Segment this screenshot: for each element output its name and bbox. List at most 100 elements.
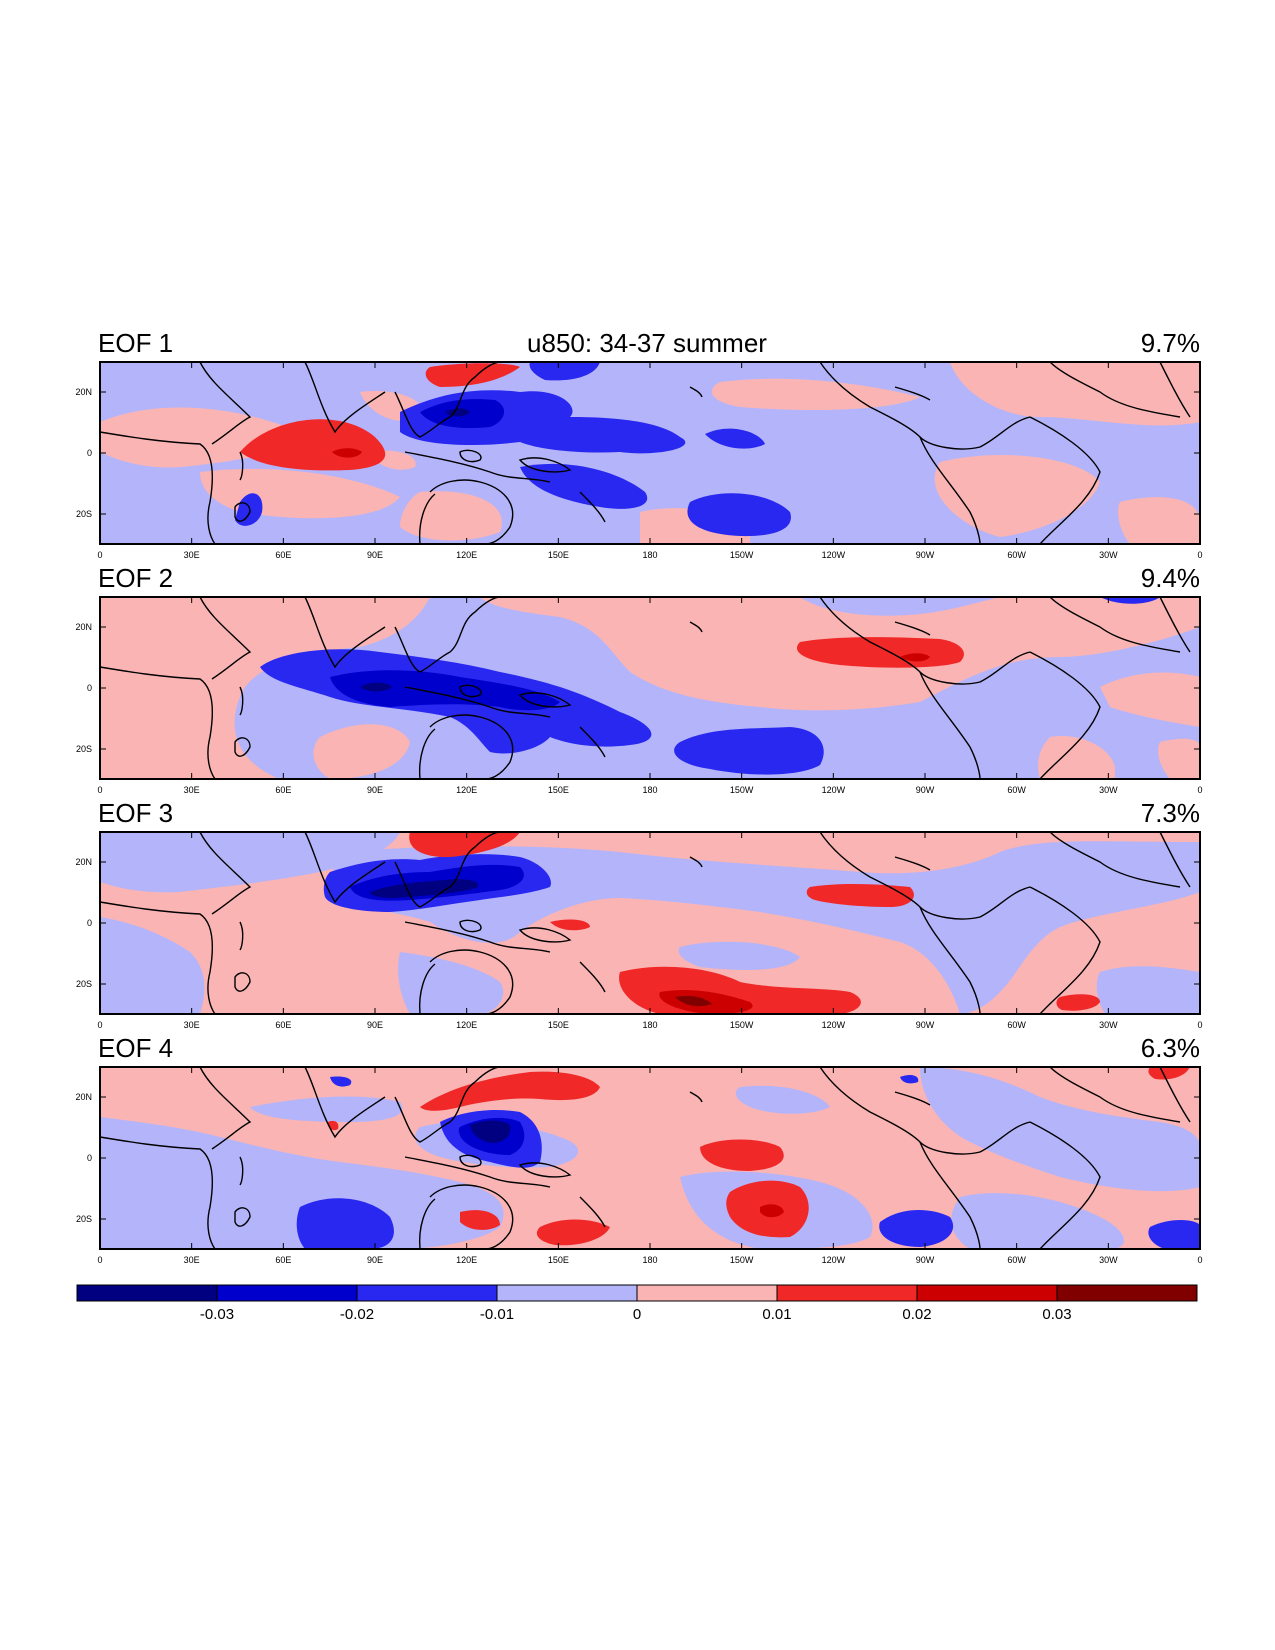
lon-tick-label: 0 [1197,1255,1202,1265]
panel-4-negative-region [330,1076,352,1087]
panel-1-positive-region [711,378,920,410]
panel-2-positive-region [100,597,430,779]
panel-1-negative-region [235,493,263,526]
panel-3-positive-region [675,995,712,1007]
panel-2-variance: 9.4% [1141,563,1200,593]
panel-4-negative-region [879,1210,954,1247]
panel-3-positive-region [550,919,590,931]
lon-tick-label: 0 [97,785,102,795]
panel-2-positive-region [900,653,930,662]
panel-2-positive-region [1158,738,1200,779]
lon-tick-label: 60E [275,1255,291,1265]
colorbar-box-5 [636,1284,778,1302]
lon-tick-label: 0 [97,550,102,560]
panel-4-negative-region [296,1198,394,1249]
panel-3-negative-region [370,879,479,898]
lon-tick-label: 150W [730,1255,754,1265]
lon-tick-label: 60E [275,1020,291,1030]
panel-3-map [100,832,1200,1014]
panel-2-map [100,597,1200,779]
lon-tick-label: 30W [1099,1255,1118,1265]
lat-tick-label: 0 [87,1153,92,1163]
colorbar-box-7 [916,1284,1058,1302]
lon-tick-label: 30E [184,1255,200,1265]
panel-1-positive-region [240,419,386,471]
panel-4-label: EOF 4 [98,1033,173,1063]
eof-panel-4 [99,1066,1201,1250]
lon-tick-label: 90E [367,550,383,560]
lon-tick-label: 150W [730,1020,754,1030]
lon-tick-label: 150E [548,550,569,560]
lat-tick-label: 20N [75,387,92,397]
lon-tick-label: 120W [822,1020,846,1030]
panel-2-negative-region [330,670,560,711]
lon-tick-label: 180 [642,1255,657,1265]
eof-panel-2 [99,596,1201,780]
lon-tick-label: 30W [1099,1020,1118,1030]
lon-tick-label: 60W [1007,1020,1026,1030]
panel-4-positive-region [700,1139,784,1171]
lon-tick-label: 120W [822,1255,846,1265]
lon-tick-label: 60W [1007,785,1026,795]
panel-3-positive-region [806,883,914,907]
lon-tick-label: 60W [1007,550,1026,560]
panel-2-negative-region [360,682,392,692]
lon-tick-label: 150E [548,785,569,795]
panel-4-negative-region [735,1085,830,1114]
lat-tick-label: 20S [76,509,92,519]
lon-tick-label: 150E [548,1020,569,1030]
panel-3-negative-region [1096,966,1200,1014]
panel-3-negative-region [100,832,400,893]
panel-2-coastlines [99,596,1191,780]
colorbar-label: -0.03 [200,1306,234,1323]
panel-1-negative-region [705,428,765,449]
panel-3-axes: 0 30E 60E 90E 120E 150E 180 150W 120W 90W 60W 30W 0 2… [75,832,1203,1030]
lon-tick-label: 0 [1197,1020,1202,1030]
colorbar-label: 0.02 [902,1306,931,1323]
axes-layer: 0 30E 60E 90E 120E 150E 180 150W 120W 90W 60W 30W 0 2… [75,362,1203,1265]
panel-2-negative-region [674,727,824,775]
panel-1-positive-region [950,362,1200,426]
lon-tick-label: 30W [1099,550,1118,560]
panel-4-positive-region [536,1219,610,1246]
lon-tick-label: 60E [275,785,291,795]
panel-2-positive-region [1100,672,1200,727]
panel-4-negative-region [470,1120,511,1143]
lon-tick-label: 150W [730,785,754,795]
lon-tick-label: 90E [367,785,383,795]
lon-tick-label: 90W [916,1020,935,1030]
lon-tick-label: 120W [822,785,846,795]
lat-tick-label: 20S [76,744,92,754]
lat-tick-label: 0 [87,683,92,693]
panel-1-axes: 0 30E 60E 90E 120E 150E 180 150W 120W 90W 60W 30W 0 2… [75,362,1203,560]
lon-tick-label: 0 [1197,785,1202,795]
lon-tick-label: 60W [1007,1255,1026,1265]
colorbar-label: 0.03 [1042,1306,1071,1323]
panel-4-positive-region [420,1071,600,1111]
panel-4-negative-region [250,1096,403,1122]
lon-tick-label: 150E [548,1255,569,1265]
colorbar-box-2 [216,1284,358,1302]
lat-tick-label: 0 [87,448,92,458]
panel-4-map [100,1067,1200,1249]
panel-3-positive-region [409,832,520,858]
lon-tick-label: 0 [97,1255,102,1265]
lon-tick-label: 30W [1099,785,1118,795]
lat-tick-label: 20N [75,1092,92,1102]
colorbar-box-8 [1056,1284,1198,1302]
colorbar: -0.03 -0.02 -0.01 0 0.01 0.02 0.03 [76,1284,1198,1323]
panel-1-negative-region [529,362,600,381]
panel-2-negative-region [1100,597,1160,604]
panel-4-positive-region [1148,1067,1190,1080]
lon-tick-label: 30E [184,1020,200,1030]
panel-1-coastlines [99,361,1191,545]
panel-4-positive-region [460,1210,500,1230]
colorbar-box-3 [356,1284,498,1302]
eof-panel-1 [99,361,1201,545]
panel-1-map [100,362,1200,544]
lon-tick-label: 180 [642,785,657,795]
panel-1-variance: 9.7% [1141,328,1200,358]
lon-tick-label: 180 [642,1020,657,1030]
colorbar-label: 0 [633,1306,641,1323]
